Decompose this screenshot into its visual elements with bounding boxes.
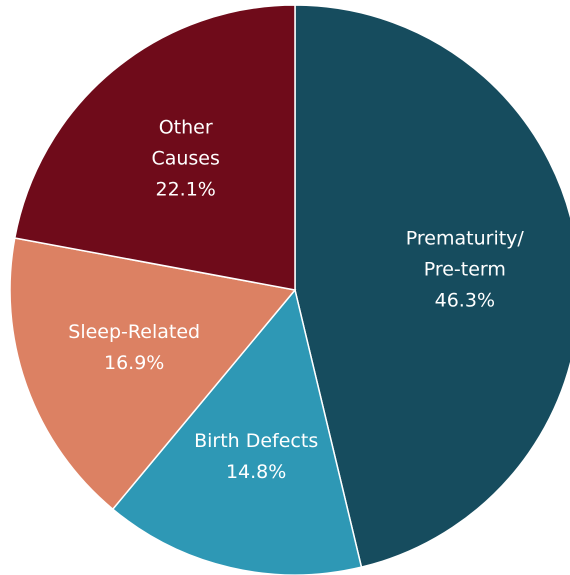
category-label: Sleep-Related [68, 321, 201, 344]
slice-label: Prematurity/ Pre-term 46.3% [406, 223, 524, 316]
slice-label: Birth Defects 14.8% [194, 426, 318, 488]
slice-label: Other Causes 22.1% [151, 112, 219, 205]
category-label: Other Causes [151, 116, 220, 169]
value-label: 16.9% [103, 352, 165, 375]
pie-slice [13, 4, 296, 291]
slice-label: Sleep-Related 16.9% [68, 317, 200, 379]
pie-slice [294, 4, 570, 569]
pie-slice [9, 237, 297, 511]
value-label: 46.3% [434, 289, 495, 312]
value-label: 14.8% [225, 460, 287, 483]
value-label: 22.1% [155, 178, 216, 200]
pie-slice [111, 288, 363, 575]
category-label: Prematurity/ Pre-term [405, 227, 524, 281]
category-label: Birth Defects [194, 429, 319, 452]
